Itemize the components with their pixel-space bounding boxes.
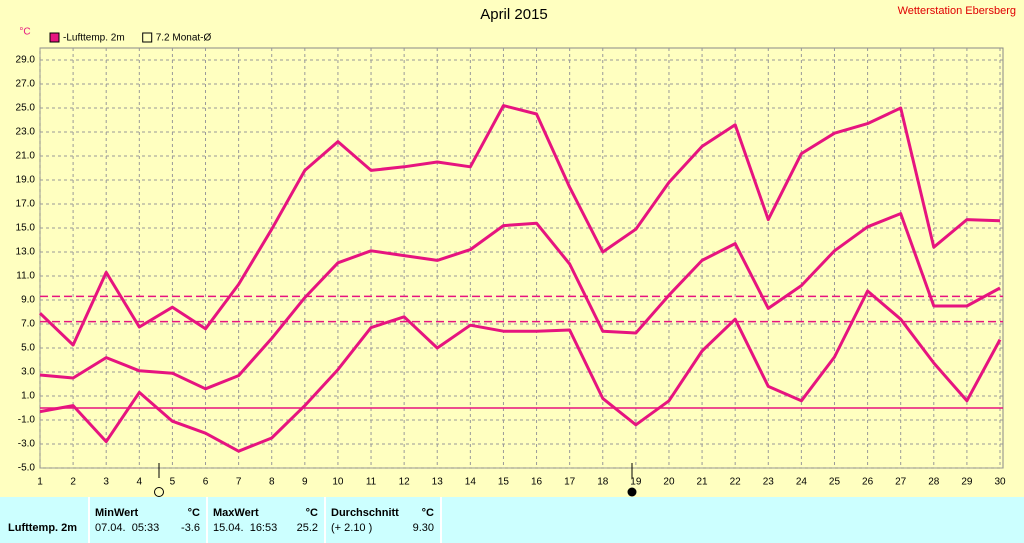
- y-tick-label: 3.0: [21, 367, 35, 378]
- data-line: [39, 212, 1001, 391]
- chart-title: April 2015: [480, 6, 548, 23]
- table-cell-text: °C: [187, 507, 200, 519]
- x-tick-label: 24: [796, 477, 808, 488]
- x-tick-label: 30: [994, 477, 1006, 488]
- y-unit: °C: [19, 27, 30, 38]
- y-tick-label: 5.0: [21, 343, 35, 354]
- table-cell-text: 07.04. 05:33: [95, 522, 160, 534]
- y-tick-label: 7.0: [21, 319, 35, 330]
- y-tick-label: 29.0: [16, 55, 36, 66]
- x-tick-label: 29: [961, 477, 973, 488]
- table-cell-text: 25.2: [296, 522, 318, 534]
- table-cell-text: -3.6: [181, 522, 200, 534]
- x-tick-label: 10: [332, 477, 344, 488]
- x-tick-label: 6: [203, 477, 209, 488]
- summary-table: Lufttemp. 2m MinWert °C 07.04. 05:33 -3.6 Ma…: [0, 497, 1024, 543]
- x-tick-label: 28: [928, 477, 940, 488]
- x-tick-label: 19: [630, 477, 642, 488]
- y-tick-label: 21.0: [16, 151, 36, 162]
- x-tick-label: 26: [862, 477, 874, 488]
- x-tick-label: 7: [236, 477, 242, 488]
- x-tick-label: 16: [531, 477, 543, 488]
- table-cell-text: 9.30: [412, 522, 434, 534]
- y-tick-label: 13.0: [16, 247, 36, 258]
- x-tick-label: 18: [597, 477, 609, 488]
- legend-swatch: [142, 32, 153, 43]
- y-tick-label: 19.0: [16, 175, 36, 186]
- legend-label: 7.2 Monat-Ø: [156, 33, 212, 44]
- x-tick-label: 11: [366, 477, 377, 488]
- y-tick-label: 1.0: [21, 391, 35, 402]
- table-cell-text: (+ 2.10 ): [331, 522, 373, 534]
- y-tick-label: -3.0: [18, 439, 36, 450]
- table-column: MaxWert °C 15.04. 16:53 25.2: [206, 497, 324, 543]
- x-tick-label: 2: [70, 477, 76, 488]
- x-tick-label: 17: [564, 477, 576, 488]
- table-column: Durchschnitt °C (+ 2.10 ) 9.30: [324, 497, 442, 543]
- y-tick-label: 27.0: [16, 79, 36, 90]
- new-moon-icon: [154, 487, 164, 497]
- table-cell-text: MaxWert: [213, 507, 259, 519]
- x-tick-label: 27: [895, 477, 907, 488]
- y-tick-label: 15.0: [16, 223, 36, 234]
- y-tick-label: 11.0: [16, 271, 35, 282]
- y-tick-label: -1.0: [18, 415, 36, 426]
- x-tick-label: 3: [103, 477, 109, 488]
- table-column: MinWert °C 07.04. 05:33 -3.6: [88, 497, 206, 543]
- chart: April 2015 Wetterstation Ebersberg °C -5…: [16, 5, 1016, 497]
- table-cell-text: MinWert: [95, 507, 139, 519]
- x-tick-label: 9: [302, 477, 308, 488]
- table-cell-text: 15.04. 16:53: [213, 522, 278, 534]
- y-tick-label: -5.0: [18, 463, 36, 474]
- row-label: Lufttemp. 2m: [8, 522, 78, 534]
- data-line: [38, 104, 1001, 347]
- x-tick-label: 25: [829, 477, 841, 488]
- x-tick-label: 21: [697, 477, 709, 488]
- x-tick-label: 20: [663, 477, 675, 488]
- table-cell-text: °C: [305, 507, 318, 519]
- x-tick-label: 15: [498, 477, 510, 488]
- x-tick-label: 12: [399, 477, 411, 488]
- full-moon-icon: [627, 487, 637, 497]
- y-tick-label: 23.0: [16, 127, 36, 138]
- table-cell-text: °C: [421, 507, 434, 519]
- x-tick-label: 4: [137, 477, 143, 488]
- legend-swatch: [49, 32, 60, 43]
- x-tick-label: 1: [37, 477, 43, 488]
- station-name: Wetterstation Ebersberg: [898, 5, 1016, 17]
- x-tick-label: 23: [763, 477, 775, 488]
- legend-label: -Lufttemp. 2m: [63, 33, 125, 44]
- table-cell-text: Durchschnitt: [331, 507, 399, 519]
- y-tick-label: 17.0: [16, 199, 36, 210]
- data-line: [39, 289, 1002, 453]
- x-tick-label: 13: [432, 477, 444, 488]
- x-tick-label: 22: [730, 477, 742, 488]
- x-tick-label: 5: [170, 477, 176, 488]
- y-tick-label: 9.0: [21, 295, 35, 306]
- y-tick-label: 25.0: [16, 103, 36, 114]
- x-tick-label: 14: [465, 477, 477, 488]
- x-tick-label: 8: [269, 477, 275, 488]
